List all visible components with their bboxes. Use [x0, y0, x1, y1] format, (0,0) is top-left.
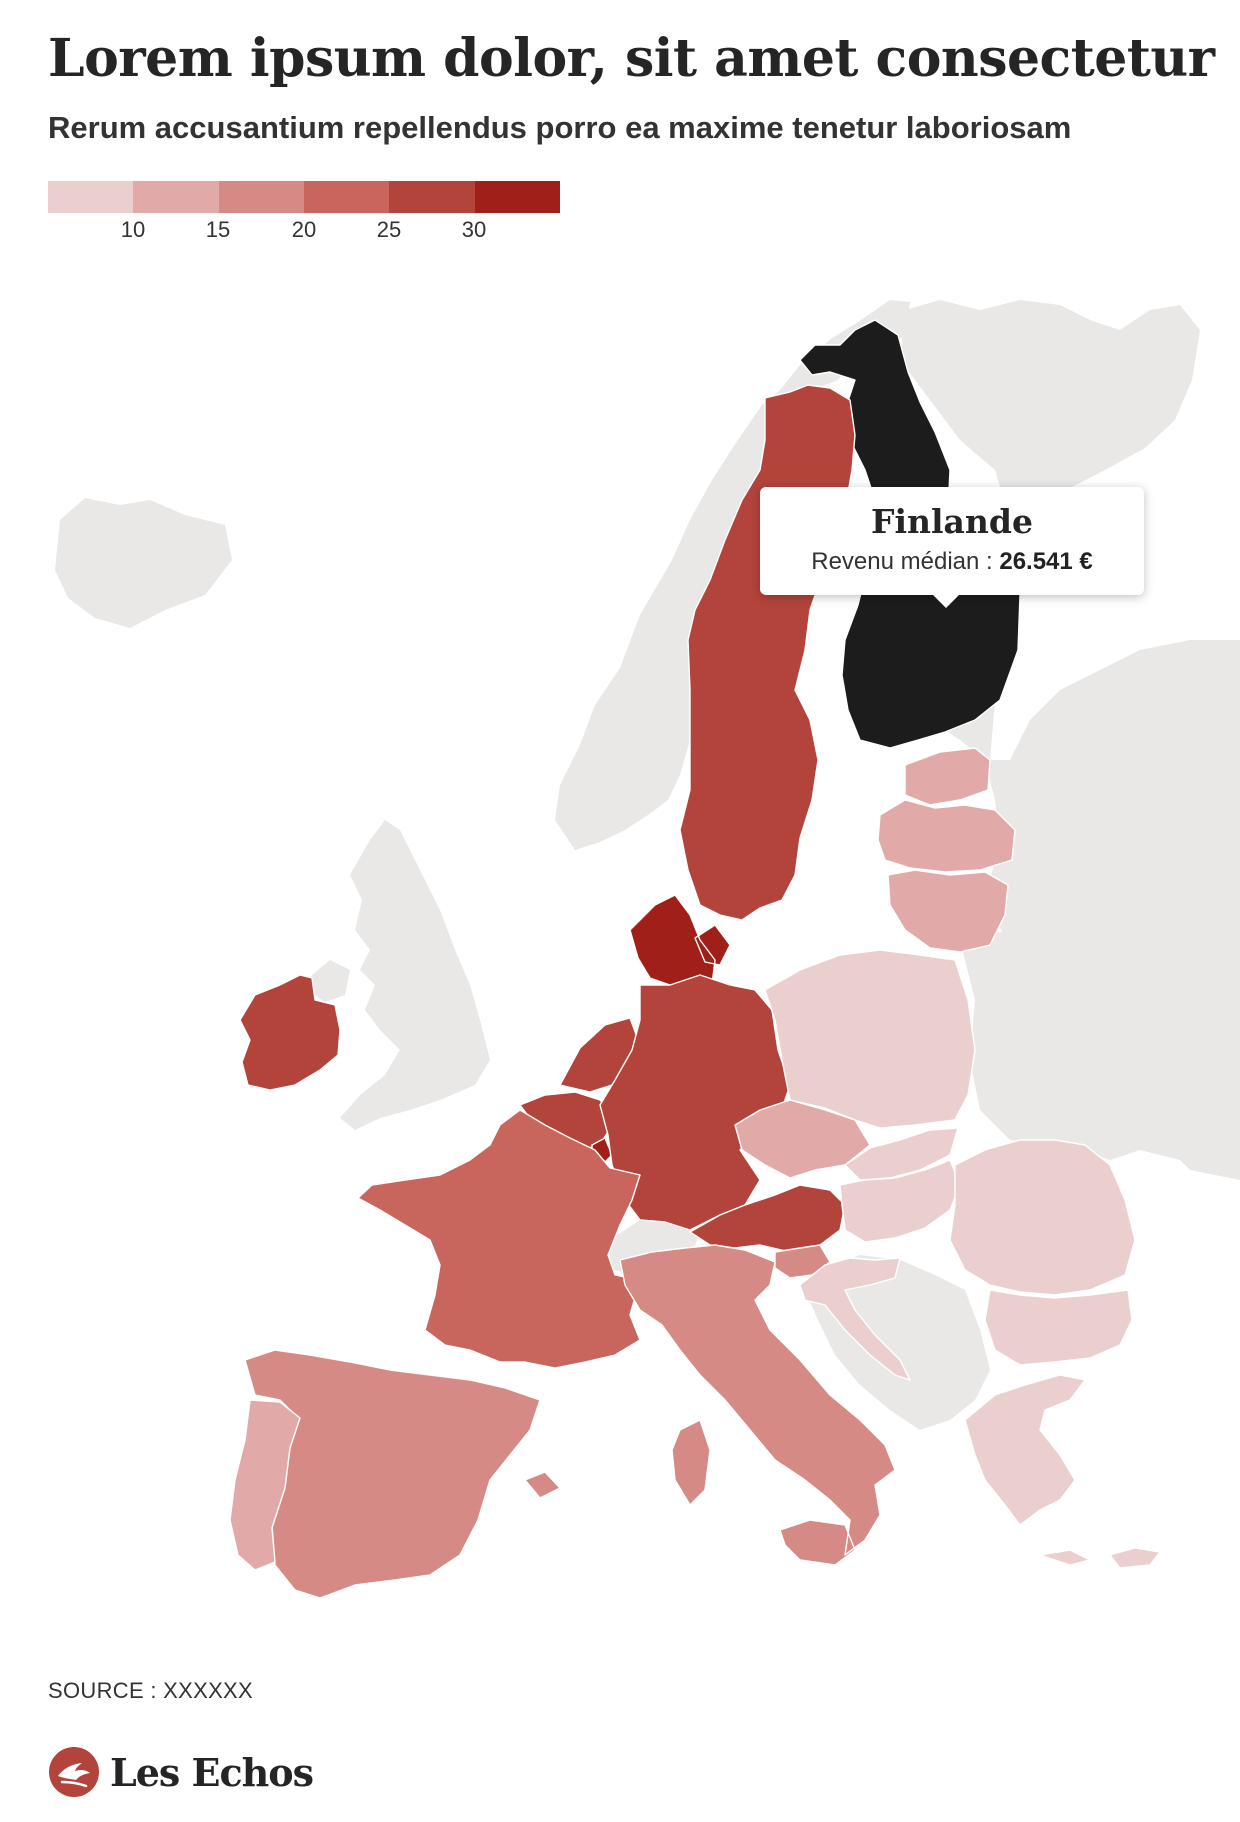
country-czechia[interactable] [734, 1099, 871, 1179]
country-spain[interactable] [244, 1349, 561, 1599]
legend-tick-label: 25 [376, 217, 402, 242]
legend-swatch [218, 181, 304, 213]
belarus-ukraine [960, 930, 1240, 1170]
norway [555, 300, 910, 850]
legend-swatch [303, 181, 390, 213]
chart-subtitle: Rerum accusantium repellendus porro ea m… [48, 110, 1072, 145]
legend-swatch [48, 181, 134, 213]
brand-name: Les Echos [110, 1749, 314, 1795]
country-ireland[interactable] [239, 974, 341, 1091]
country-latvia[interactable] [877, 799, 1016, 873]
country-austria[interactable] [689, 1184, 846, 1253]
source-note: SOURCE : XXXXXX [48, 1678, 254, 1703]
brand-logo: Les Echos [48, 1745, 314, 1799]
country-denmark[interactable] [629, 894, 731, 991]
tooltip-value-line: Revenu médian : 26.541 € [760, 547, 1144, 577]
legend-tick-label: 30 [461, 217, 487, 242]
country-romania[interactable] [949, 1139, 1136, 1296]
legend-tick-label: 15 [205, 217, 231, 242]
balkans [805, 1255, 990, 1430]
tooltip-value: 26.541 € [999, 548, 1093, 575]
legend-swatch [133, 181, 219, 213]
country-lithuania[interactable] [887, 869, 1009, 953]
country-cyprus[interactable] [1109, 1547, 1161, 1569]
color-legend: 10 15 20 25 30 [48, 181, 560, 251]
country-sweden[interactable] [679, 384, 856, 921]
background-land [55, 300, 1240, 1430]
country-bulgaria[interactable] [984, 1289, 1133, 1366]
iceland [55, 498, 232, 628]
tooltip-country-name: Finlande [871, 502, 1033, 541]
map-svg [55, 300, 1240, 1599]
legend-tick-label: 20 [291, 217, 317, 242]
legend-tick-label: 10 [120, 217, 146, 242]
legend-bar [48, 181, 560, 213]
tooltip-label: Revenu médian : [811, 548, 1000, 575]
country-france[interactable] [357, 1109, 641, 1369]
country-hungary[interactable] [839, 1159, 961, 1243]
country-tooltip: Finlande Revenu médian : 26.541 € [760, 487, 1144, 608]
country-poland[interactable] [764, 949, 976, 1129]
chart-title: Lorem ipsum dolor, sit amet consectetur [48, 28, 1215, 89]
northern-ireland [310, 960, 350, 1002]
les-echos-logo-icon [49, 1747, 99, 1797]
country-estonia[interactable] [904, 747, 991, 806]
country-croatia[interactable] [799, 1257, 911, 1381]
legend-swatch [389, 181, 475, 213]
legend-swatch [474, 181, 560, 213]
united-kingdom [340, 820, 490, 1130]
europe-map [0, 270, 1240, 1640]
country-greece[interactable] [964, 1374, 1091, 1566]
country-portugal[interactable] [229, 1399, 301, 1571]
country-italy[interactable] [619, 1244, 896, 1566]
